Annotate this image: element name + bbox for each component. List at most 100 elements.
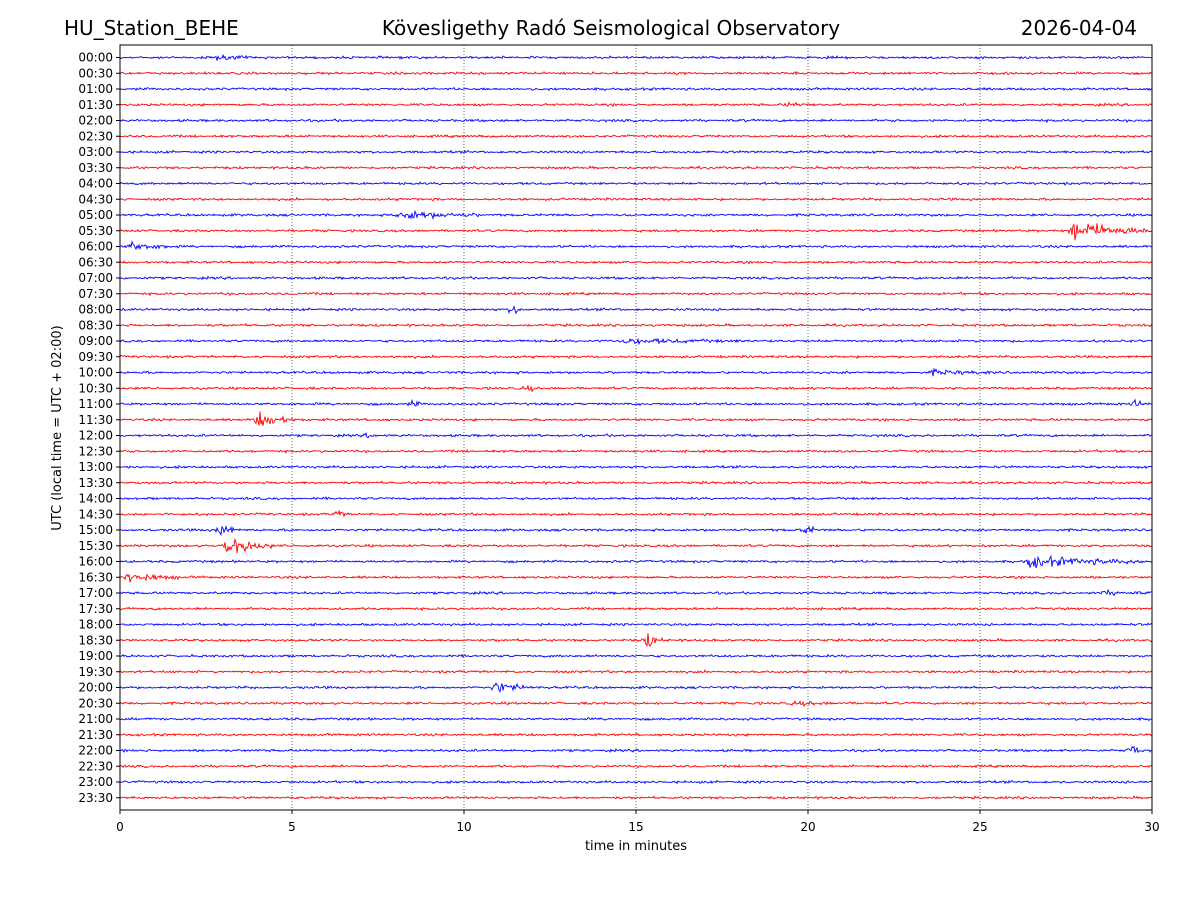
x-tick-label-30: 30	[1144, 820, 1159, 834]
trace-2300	[119, 779, 1153, 785]
trace-1830	[119, 633, 1153, 647]
trace-0100	[119, 86, 1153, 92]
trace-1730	[119, 606, 1153, 612]
y-tick-label-2030: 20:30	[78, 696, 113, 710]
y-tick-label-1600: 16:00	[78, 555, 113, 569]
y-tick-label-0900: 09:00	[78, 334, 113, 348]
y-tick-label-2230: 22:30	[78, 759, 113, 773]
trace-1000	[119, 367, 1153, 377]
date-title: 2026-04-04	[1021, 16, 1137, 40]
trace-1930	[119, 669, 1153, 675]
y-tick-label-0430: 04:30	[78, 192, 113, 206]
x-tick-label-5: 5	[288, 820, 296, 834]
trace-0200	[119, 118, 1153, 124]
trace-2130	[119, 732, 1153, 737]
y-tick-label-1800: 18:00	[78, 618, 113, 632]
y-tick-label-1230: 12:30	[78, 444, 113, 458]
observatory-title: Kövesligethy Radó Seismological Observat…	[382, 16, 840, 40]
y-tick-label-1900: 19:00	[78, 649, 113, 663]
trace-1300	[119, 464, 1153, 470]
y-tick-label-1130: 11:30	[78, 413, 113, 427]
y-tick-label-2300: 23:00	[78, 775, 113, 789]
x-tick-label-20: 20	[800, 820, 815, 834]
trace-0230	[119, 133, 1153, 139]
y-tick-label-0300: 03:00	[78, 145, 113, 159]
trace-1430	[119, 509, 1153, 518]
trace-0030	[119, 70, 1153, 76]
y-tick-label-0130: 01:30	[78, 98, 113, 112]
y-tick-label-2200: 22:00	[78, 744, 113, 758]
y-tick-label-0100: 01:00	[78, 82, 113, 96]
y-tick-label-0600: 06:00	[78, 240, 113, 254]
trace-2330	[119, 795, 1153, 801]
trace-1200	[119, 432, 1152, 439]
y-tick-label-0330: 03:30	[78, 161, 113, 175]
trace-1500	[119, 525, 1153, 537]
trace-2200	[119, 746, 1153, 754]
y-tick-label-0630: 06:30	[78, 255, 113, 269]
trace-1630	[119, 573, 1153, 583]
y-tick-label-0500: 05:00	[78, 208, 113, 222]
trace-0900	[119, 337, 1153, 346]
y-tick-label-2330: 23:30	[78, 791, 113, 805]
y-tick-label-0000: 00:00	[78, 51, 113, 65]
trace-0930	[119, 354, 1153, 360]
trace-lines	[119, 53, 1153, 801]
trace-0500	[119, 209, 1153, 221]
trace-1330	[119, 480, 1153, 486]
y-tick-label-2100: 21:00	[78, 712, 113, 726]
y-tick-label-1000: 10:00	[78, 366, 113, 380]
trace-1600	[119, 554, 1153, 569]
station-title: HU_Station_BEHE	[64, 16, 239, 40]
y-tick-label-1700: 17:00	[78, 586, 113, 600]
x-axis-label: time in minutes	[585, 839, 687, 854]
trace-0800	[119, 305, 1153, 315]
y-tick-label-1200: 12:00	[78, 429, 113, 443]
trace-0700	[119, 275, 1153, 281]
trace-1900	[119, 653, 1153, 659]
trace-2030	[119, 699, 1153, 708]
x-tick-label-25: 25	[972, 820, 987, 834]
x-tick-label-0: 0	[116, 820, 124, 834]
trace-0300	[119, 149, 1153, 155]
trace-0400	[119, 181, 1153, 186]
y-tick-label-0730: 07:30	[78, 287, 113, 301]
trace-0530	[119, 223, 1153, 241]
y-tick-label-0700: 07:00	[78, 271, 113, 285]
y-tick-label-1430: 14:30	[78, 507, 113, 521]
y-tick-label-1500: 15:00	[78, 523, 113, 537]
y-tick-label-0400: 04:00	[78, 177, 113, 191]
trace-1230	[119, 448, 1153, 454]
trace-0600	[119, 240, 1153, 251]
trace-1700	[119, 588, 1153, 597]
trace-2100	[119, 716, 1153, 722]
y-tick-label-0930: 09:30	[78, 350, 113, 364]
y-tick-label-0200: 02:00	[78, 114, 113, 128]
trace-1030	[119, 385, 1153, 393]
y-tick-label-0800: 08:00	[78, 303, 113, 317]
y-tick-label-1630: 16:30	[78, 570, 113, 584]
plot-frame	[119, 44, 1153, 811]
x-tick-label-10: 10	[456, 820, 471, 834]
y-tick-label-0230: 02:30	[78, 129, 113, 143]
x-ticks: 0 5 10 15 20 25 30	[116, 810, 1160, 834]
y-tick-label-1530: 15:30	[78, 539, 113, 553]
y-tick-label-1930: 19:30	[78, 665, 113, 679]
y-axis-label: UTC (local time = UTC + 02:00)	[50, 325, 65, 530]
trace-2230	[119, 763, 1153, 769]
y-tick-label-1730: 17:30	[78, 602, 113, 616]
y-tick-label-2130: 21:30	[78, 728, 113, 742]
x-tick-label-15: 15	[628, 820, 643, 834]
y-tick-label-1300: 13:00	[78, 460, 113, 474]
trace-0000	[119, 53, 1153, 61]
trace-0430	[119, 196, 1153, 202]
trace-1530	[119, 537, 1153, 554]
y-tick-label-1830: 18:30	[78, 633, 113, 647]
trace-0830	[119, 322, 1153, 328]
trace-2000	[119, 682, 1153, 693]
y-tick-label-1330: 13:30	[78, 476, 113, 490]
y-tick-label-0530: 05:30	[78, 224, 113, 238]
trace-0330	[119, 165, 1153, 171]
